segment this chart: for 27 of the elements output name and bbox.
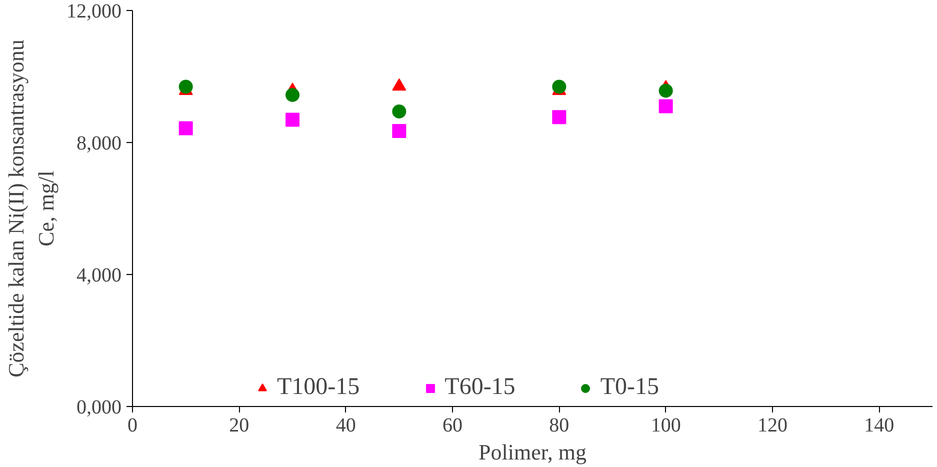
point	[552, 80, 566, 94]
x-tick-label: 80	[549, 414, 570, 436]
y-axis-title: Çözeltide kalan Ni(II) konsantrasyonu Ce, mg/l	[4, 40, 58, 378]
x-tick-label: 120	[758, 414, 788, 436]
legend-label: T0-15	[600, 374, 659, 401]
x-tick-label: 0	[128, 414, 138, 436]
point	[658, 84, 673, 98]
x-tick-label: 100	[650, 414, 681, 436]
x-tick-label: 20	[229, 414, 250, 436]
legend-label: T100-15	[277, 374, 360, 401]
y-tick-label: 8,000	[76, 132, 122, 154]
legend-label: T60-15	[444, 374, 516, 401]
point	[178, 80, 193, 94]
x-tick-label: 40	[336, 414, 356, 436]
point	[286, 112, 300, 127]
point	[658, 99, 673, 114]
y-tick-label: 0,000	[76, 396, 122, 418]
x-tick-label: 140	[864, 414, 894, 436]
point	[286, 88, 300, 102]
y-tick-label: 12,000	[66, 0, 122, 22]
point	[392, 124, 406, 138]
point	[392, 104, 406, 118]
point	[178, 121, 193, 136]
point	[552, 110, 566, 124]
y-tick-label: 4,000	[76, 264, 122, 286]
x-axis-title: Polimer, mg	[478, 440, 586, 464]
x-tick-label: 60	[442, 414, 462, 436]
